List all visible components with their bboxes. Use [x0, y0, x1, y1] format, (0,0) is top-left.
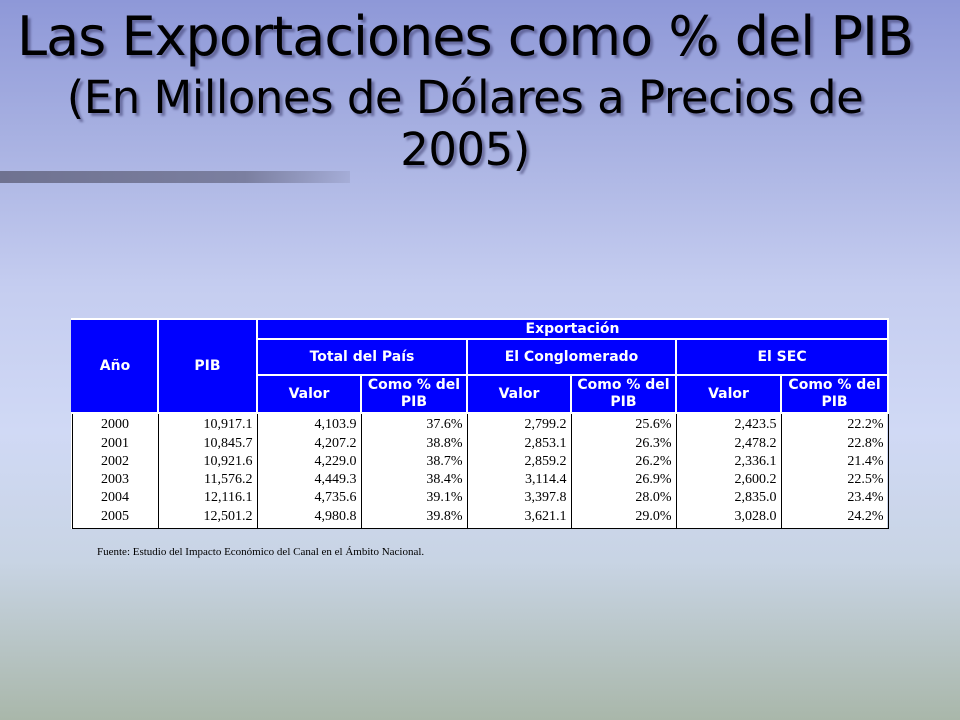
cell-co-valor: 2,799.2	[466, 413, 572, 435]
header-co-pct: Como % del PIB	[570, 374, 677, 414]
header-total-pais: Total del País	[256, 338, 468, 376]
table-row: 2000 10,917.1 4,103.9 37.6% 2,799.2 25.6…	[71, 413, 889, 435]
cell-sec-valor: 2,423.5	[675, 413, 782, 435]
exports-table-container: Año PIB Exportación Total del País El Co…	[71, 318, 890, 529]
header-tp-valor: Valor	[256, 374, 362, 414]
cell-sec-pct: 23.4%	[780, 489, 889, 508]
cell-sec-valor: 2,336.1	[675, 452, 782, 471]
cell-co-valor: 3,621.1	[466, 507, 572, 529]
cell-tp-valor: 4,103.9	[256, 413, 362, 435]
cell-tp-pct: 38.8%	[360, 434, 468, 453]
cell-sec-pct: 22.8%	[780, 434, 889, 453]
cell-co-pct: 25.6%	[570, 413, 677, 435]
cell-sec-valor: 2,835.0	[675, 489, 782, 508]
cell-co-valor: 2,859.2	[466, 452, 572, 471]
cell-year: 2002	[71, 452, 159, 471]
header-tp-pct: Como % del PIB	[360, 374, 468, 414]
cell-tp-valor: 4,735.6	[256, 489, 362, 508]
cell-co-valor: 2,853.1	[466, 434, 572, 453]
cell-tp-pct: 37.6%	[360, 413, 468, 435]
cell-tp-valor: 4,207.2	[256, 434, 362, 453]
cell-tp-valor: 4,229.0	[256, 452, 362, 471]
table-row: 2002 10,921.6 4,229.0 38.7% 2,859.2 26.2…	[71, 452, 889, 471]
header-conglomerado: El Conglomerado	[466, 338, 677, 376]
table-row: 2001 10,845.7 4,207.2 38.8% 2,853.1 26.3…	[71, 434, 889, 453]
header-sec: El SEC	[674, 338, 890, 376]
cell-pib: 10,917.1	[157, 413, 258, 435]
cell-tp-valor: 4,449.3	[256, 470, 362, 490]
table-body: 2000 10,917.1 4,103.9 37.6% 2,799.2 25.6…	[71, 413, 889, 529]
cell-co-pct: 26.9%	[570, 470, 677, 490]
table-row: 2003 11,576.2 4,449.3 38.4% 3,114.4 26.9…	[71, 470, 889, 490]
cell-sec-pct: 22.2%	[780, 413, 889, 435]
cell-tp-pct: 38.7%	[360, 452, 468, 471]
cell-year: 2004	[71, 489, 159, 508]
cell-sec-valor: 2,478.2	[675, 434, 782, 453]
cell-year: 2001	[71, 434, 159, 453]
header-co-valor: Valor	[466, 374, 572, 414]
cell-tp-pct: 38.4%	[360, 470, 468, 490]
cell-year: 2005	[71, 507, 159, 529]
source-note: Fuente: Estudio del Impacto Económico de…	[97, 546, 425, 558]
header-pib: PIB	[157, 318, 258, 414]
cell-sec-valor: 2,600.2	[675, 470, 782, 490]
cell-year: 2003	[71, 470, 159, 490]
cell-co-pct: 29.0%	[570, 507, 677, 529]
table-row: 2004 12,116.1 4,735.6 39.1% 3,397.8 28.0…	[71, 489, 889, 508]
cell-pib: 12,116.1	[157, 489, 258, 508]
cell-pib: 11,576.2	[157, 470, 258, 490]
cell-co-valor: 3,114.4	[466, 470, 572, 490]
slide-title-block: Las Exportaciones como % del PIB (En Mil…	[0, 8, 930, 176]
slide-title: Las Exportaciones como % del PIB	[16, 5, 914, 68]
header-exportacion: Exportación	[255, 318, 890, 340]
decorative-accent-bar	[0, 171, 350, 183]
cell-pib: 10,921.6	[157, 452, 258, 471]
cell-pib: 10,845.7	[157, 434, 258, 453]
exports-table: Año PIB Exportación Total del País El Co…	[71, 318, 890, 529]
cell-tp-pct: 39.1%	[360, 489, 468, 508]
header-sec-valor: Valor	[675, 374, 782, 414]
cell-co-pct: 26.2%	[570, 452, 677, 471]
cell-co-pct: 28.0%	[570, 489, 677, 508]
header-year: Año	[71, 318, 159, 414]
cell-tp-valor: 4,980.8	[256, 507, 362, 529]
cell-sec-pct: 22.5%	[780, 470, 889, 490]
cell-sec-pct: 21.4%	[780, 452, 889, 471]
cell-pib: 12,501.2	[157, 507, 258, 529]
cell-co-valor: 3,397.8	[466, 489, 572, 508]
cell-tp-pct: 39.8%	[360, 507, 468, 529]
cell-year: 2000	[71, 413, 159, 435]
slide-subtitle: (En Millones de Dólares a Precios de 200…	[66, 71, 864, 176]
cell-sec-valor: 3,028.0	[675, 507, 782, 529]
cell-sec-pct: 24.2%	[780, 507, 889, 529]
table-row: 2005 12,501.2 4,980.8 39.8% 3,621.1 29.0…	[71, 507, 889, 529]
header-sec-pct: Como % del PIB	[779, 374, 890, 414]
cell-co-pct: 26.3%	[570, 434, 677, 453]
